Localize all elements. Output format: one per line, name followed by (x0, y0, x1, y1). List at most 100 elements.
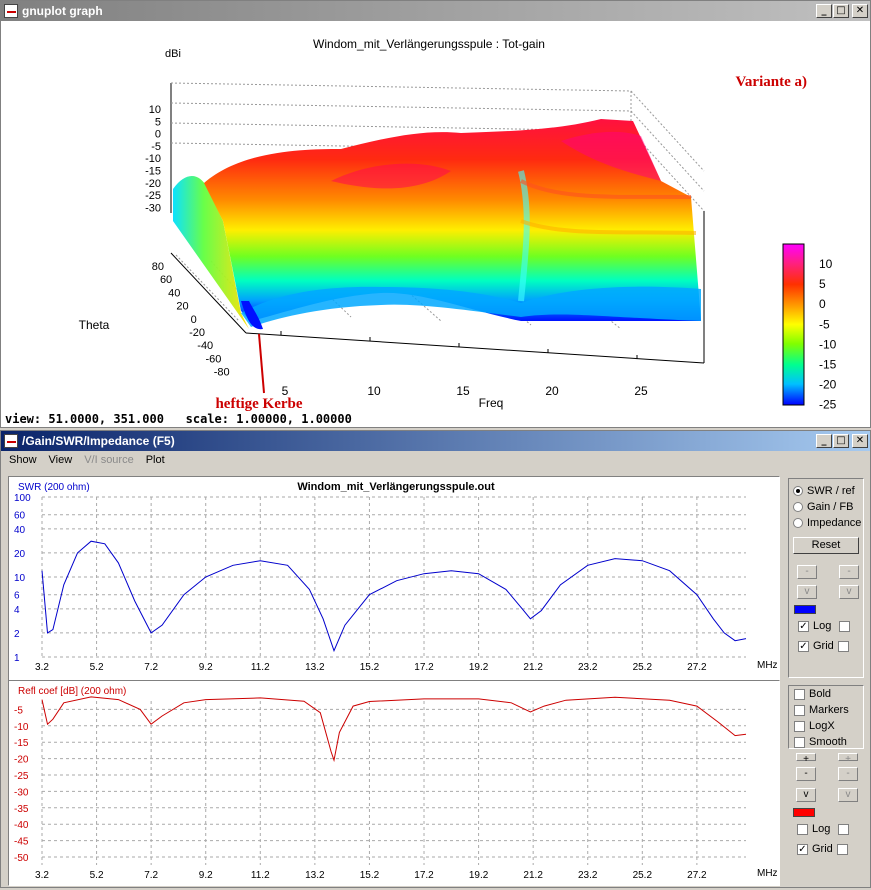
refl-scale-down-right-button[interactable]: v (838, 788, 858, 802)
swr-color-swatch[interactable] (794, 605, 816, 614)
scale-up-left-button[interactable]: - (797, 565, 817, 579)
theta-tick-label: -20 (189, 327, 205, 339)
x-tick-label: 7.2 (144, 662, 158, 673)
x-tick-label: 19.2 (469, 662, 489, 673)
y-tick-label: -15 (14, 738, 29, 749)
checkbox-right[interactable] (836, 843, 848, 855)
menu-view[interactable]: View (48, 454, 73, 466)
z-tick-label: -10 (145, 153, 161, 165)
check-log-top[interactable]: ✓ Log (793, 618, 854, 634)
scale-up-right-button[interactable]: - (839, 565, 859, 579)
radio-button[interactable] (793, 518, 803, 528)
theta-axis-line (170, 252, 247, 334)
refl-scale-down-left-button[interactable]: v (796, 788, 816, 802)
checkbox[interactable]: ✓ (797, 843, 808, 855)
colorbar-tick-label: -20 (819, 378, 837, 392)
refl-scale-minus-right-button[interactable]: - (838, 767, 858, 781)
z-tick-label: -25 (145, 190, 161, 202)
y-tick-label: 1 (14, 653, 20, 664)
y-tick-label: -50 (14, 853, 29, 864)
gain-surface (173, 119, 701, 330)
refl-scale-plus-right-button[interactable]: + (838, 753, 858, 765)
refl-plot-panel: Refl coef [dB] (200 ohm) -5 -10 -15 -20 -25-… (8, 680, 780, 886)
radio-gain-fb[interactable]: Gain / FB (789, 499, 863, 515)
refl-scale-minus-left-button[interactable]: - (796, 767, 816, 781)
x-tick-label: 13.2 (305, 662, 325, 673)
menu-vi-source[interactable]: V/I source (84, 454, 134, 466)
gain-swr-window: /Gain/SWR/Impedance (F5) _ □ ✕ Show View… (0, 430, 871, 888)
radio-button[interactable] (793, 486, 803, 496)
checkbox[interactable]: ✓ (798, 640, 809, 652)
checkbox[interactable] (794, 704, 805, 716)
maximize-button[interactable]: □ (833, 4, 849, 18)
close-button[interactable]: ✕ (852, 434, 868, 448)
freq-tick-label: 10 (367, 384, 381, 398)
check-smooth[interactable]: Smooth (789, 734, 863, 750)
x-tick-label: 5.2 (90, 870, 104, 881)
gnuplot-window: gnuplot graph _ □ ✕ (0, 0, 871, 432)
window-title: gnuplot graph (22, 4, 103, 18)
check-grid-top[interactable]: ✓ Grid (793, 638, 853, 654)
checkbox-right[interactable] (839, 620, 851, 632)
plot-title: Windom_mit_Verlängerungsspule : Tot-gain (313, 37, 545, 51)
x-tick-label: 3.2 (35, 662, 49, 673)
y-tick-label: -35 (14, 804, 29, 815)
x-tick-label: 15.2 (360, 662, 380, 673)
notch-pointer (258, 333, 265, 394)
radio-impedance[interactable]: Impedance (789, 515, 863, 531)
checkbox[interactable] (794, 736, 805, 748)
minimize-button[interactable]: _ (816, 4, 832, 18)
check-logx[interactable]: LogX (789, 718, 863, 734)
check-bold[interactable]: Bold (789, 686, 863, 702)
theta-tick-label: -80 (214, 367, 230, 379)
freq-tick-label: 15 (456, 384, 470, 398)
checkbox[interactable] (794, 720, 805, 732)
gain-swr-titlebar[interactable]: /Gain/SWR/Impedance (F5) _ □ ✕ (1, 431, 870, 451)
freq-axis-line (245, 332, 705, 364)
theta-tick-label: -40 (197, 340, 213, 352)
menu-plot[interactable]: Plot (145, 454, 165, 466)
x-tick-label: 15.2 (360, 870, 380, 881)
checkbox[interactable] (794, 688, 805, 700)
notch-annotation: heftige Kerbe (215, 396, 302, 411)
minimize-button[interactable]: _ (816, 434, 832, 448)
x-tick-label: 9.2 (199, 662, 213, 673)
refl-scale-plus-left-button[interactable]: + (796, 753, 816, 765)
x-tick-label: 25.2 (633, 662, 653, 673)
x-tick-label: 9.2 (199, 870, 213, 881)
y-tick-label: 20 (14, 549, 26, 560)
radio-swr-ref[interactable]: SWR / ref (789, 483, 863, 499)
y-tick-label: 10 (14, 573, 26, 584)
check-grid-bottom[interactable]: ✓ Grid (792, 841, 852, 857)
check-markers[interactable]: Markers (789, 702, 863, 718)
x-tick-label: 17.2 (414, 662, 434, 673)
x-tick-label: 13.2 (305, 870, 325, 881)
z-tick-label: 5 (155, 116, 161, 128)
y-tick-label: 60 (14, 511, 26, 522)
swr-plot-label: SWR (200 ohm) (18, 482, 90, 493)
plot-type-group: SWR / ref Gain / FB Impedance Reset - - … (788, 478, 864, 678)
maximize-button[interactable]: □ (833, 434, 849, 448)
theta-axis-label: Theta (79, 318, 110, 332)
gnuplot-titlebar[interactable]: gnuplot graph _ □ ✕ (1, 1, 870, 21)
theta-tick-label: 0 (191, 314, 197, 326)
checkbox[interactable] (797, 823, 808, 835)
radio-button[interactable] (793, 502, 803, 512)
checkbox-right[interactable] (838, 823, 850, 835)
checkbox-right[interactable] (837, 640, 849, 652)
y-tick-label: 6 (14, 591, 20, 602)
refl-color-swatch[interactable] (793, 808, 815, 817)
scale-down-right-button[interactable]: v (839, 585, 859, 599)
colorbar-tick-label: 10 (819, 257, 833, 271)
options-group: Bold Markers LogX Smooth (788, 685, 864, 749)
x-unit-label: MHz (757, 660, 778, 671)
surface-plot: Windom_mit_Verlängerungsspule : Tot-gain… (79, 37, 837, 432)
close-button[interactable]: ✕ (852, 4, 868, 18)
checkbox[interactable]: ✓ (798, 620, 809, 632)
scale-down-left-button[interactable]: v (797, 585, 817, 599)
menu-show[interactable]: Show (9, 454, 37, 466)
refl-plot: Refl coef [dB] (200 ohm) -5-10-15-20-25-… (14, 686, 778, 881)
check-log-bottom[interactable]: Log (792, 821, 853, 837)
reset-button[interactable]: Reset (793, 537, 859, 554)
